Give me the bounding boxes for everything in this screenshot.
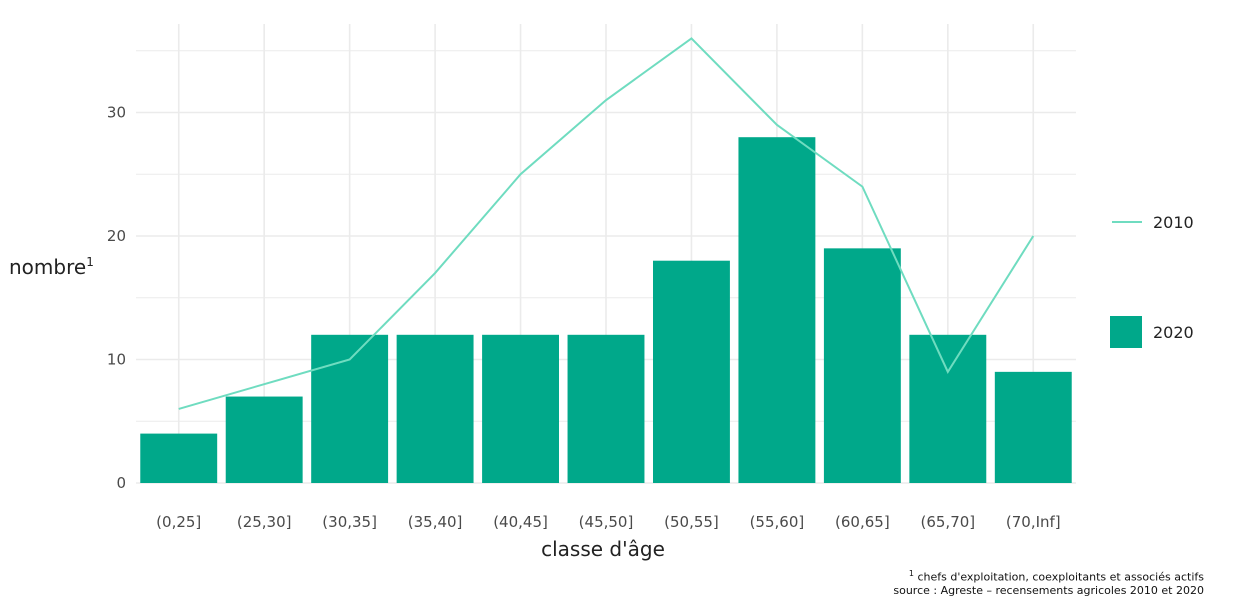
footnote-source: source : Agreste – recensements agricole… [893,583,1204,597]
footnote-definition: 1 chefs d'exploitation, coexploitants et… [893,567,1204,584]
x-tick-label: (60,65] [835,513,890,531]
bar-2020-(0,25] [140,433,218,483]
bar-2020-(45,50] [567,334,645,483]
bar-2020-(25,30] [225,396,303,483]
y-tick-label: 30 [107,104,126,122]
footnote-marker: 1 [908,569,914,578]
bar-2020-(65,70] [909,334,987,483]
x-tick-label: (55,60] [750,513,805,531]
x-tick-label: (0,25] [156,513,201,531]
y-axis-title: nombre1 [9,255,94,279]
x-tick-label: (65,70] [920,513,975,531]
y-tick-label: 0 [116,474,126,492]
legend: 2010 2020 [1110,213,1194,348]
bar-2020-(70,Inf] [994,371,1072,483]
legend-label-2010: 2010 [1153,213,1194,232]
bars-2020 [140,137,1072,483]
y-axis-title-superscript: 1 [86,255,94,269]
y-tick-labels: 0 10 20 30 [107,104,126,493]
bar-2020-(55,60] [738,137,816,483]
y-tick-label: 10 [107,351,126,369]
x-tick-label: (70,Inf] [1006,513,1061,531]
bar-2020-(35,40] [396,334,474,483]
bar-2020-(40,45] [482,334,559,483]
bar-2020-(30,35] [311,334,389,483]
x-axis-title: classe d'âge [541,537,665,561]
bar-2020-(50,55] [653,260,730,483]
legend-label-2020: 2020 [1153,323,1194,342]
x-tick-label: (30,35] [322,513,377,531]
x-tick-labels: (0,25] (25,30] (30,35] (35,40] (40,45] (45,50… [156,513,1060,531]
x-tick-label: (45,50] [579,513,634,531]
y-axis-title-main: nombre [9,255,86,279]
footnote: 1 chefs d'exploitation, coexploitants et… [893,567,1204,597]
x-tick-label: (40,45] [493,513,548,531]
x-tick-label: (50,55] [664,513,719,531]
y-tick-label: 20 [107,227,126,245]
line-2010 [178,37,1035,410]
footnote-definition-text: chefs d'exploitation, coexploitants et a… [913,570,1204,584]
x-tick-label: (25,30] [237,513,292,531]
bar-2020-(60,65] [823,248,901,483]
legend-bar-key [1110,316,1142,348]
x-tick-label: (35,40] [408,513,463,531]
